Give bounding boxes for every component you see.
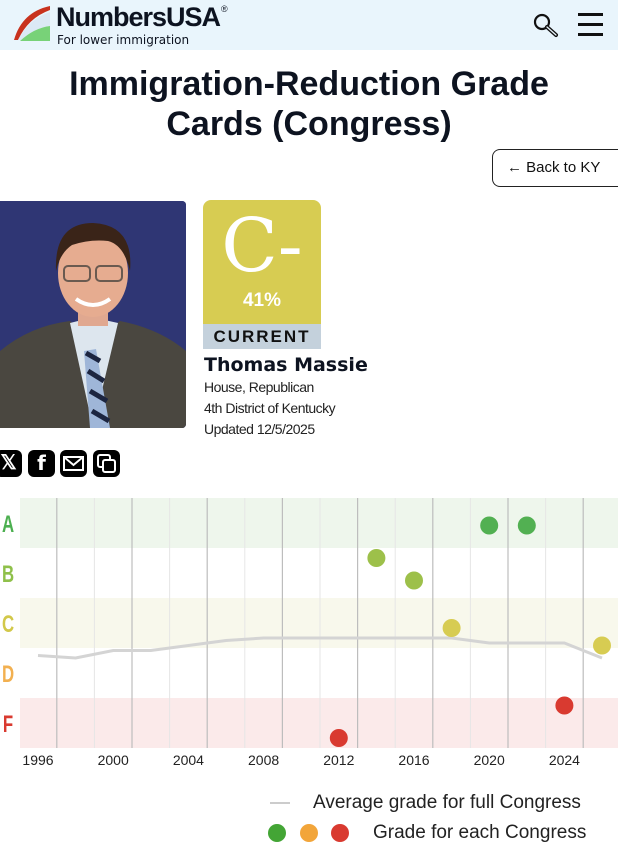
x-tick-label: 2000 <box>98 752 129 768</box>
legend-dot-green <box>268 824 286 842</box>
search-icon[interactable] <box>532 12 560 38</box>
hamburger-menu-icon[interactable] <box>578 13 603 37</box>
grade-point-2018 <box>442 619 461 637</box>
grade-point-2012 <box>329 729 348 747</box>
page-title: Immigration-Reduction Grade Cards (Congr… <box>69 65 549 143</box>
average-grade-line <box>37 636 603 660</box>
registered-mark: ® <box>221 4 228 14</box>
legend-average-line <box>270 802 290 804</box>
brand-row: NumbersUSA® <box>56 2 228 37</box>
representative-photo <box>0 201 186 428</box>
x-icon[interactable]: 𝕏 <box>0 450 22 477</box>
logo-swoosh-icon <box>14 6 50 41</box>
brand-name: NumbersUSA <box>56 2 221 32</box>
grade-point-2020 <box>480 516 499 535</box>
copy-icon[interactable] <box>93 450 120 477</box>
x-tick-label: 2016 <box>398 752 429 768</box>
grade-card: C- 41% <box>203 200 321 324</box>
representative-name: Thomas Massie <box>204 354 368 376</box>
grade-point-2026 <box>593 636 611 655</box>
x-tick-label: 2024 <box>549 752 580 768</box>
grade-axis-label: F <box>3 711 13 738</box>
grade-percent: 41% <box>242 290 282 311</box>
grade-axis-label: A <box>2 511 14 538</box>
band-c <box>20 598 618 648</box>
x-tick-label: 2012 <box>323 752 354 768</box>
back-to-ky-button[interactable]: ← Back to KY <box>492 149 618 187</box>
district: 4th District of Kentucky <box>204 400 336 416</box>
grade-point-2022 <box>517 516 536 535</box>
band-d <box>20 648 618 698</box>
x-tick-label: 2008 <box>248 752 279 768</box>
tagline: For lower immigration <box>57 33 190 47</box>
legend-grade-label: Grade for each Congress <box>373 822 587 843</box>
site-header: NumbersUSA® For lower immigration <box>0 0 618 50</box>
email-icon[interactable] <box>60 450 87 477</box>
x-tick-label: 2004 <box>173 752 204 768</box>
x-tick-label: 2020 <box>474 752 505 768</box>
grade-point-2016 <box>405 571 423 590</box>
x-tick-label: 1996 <box>22 752 53 768</box>
legend-dot-red <box>331 824 349 842</box>
grade-axis-label: B <box>2 561 14 588</box>
legend-dot-orange <box>300 824 318 842</box>
band-f <box>20 698 618 748</box>
facebook-icon[interactable]: f <box>28 450 55 477</box>
grade-axis-label: D <box>2 661 14 688</box>
grade-point-2014 <box>367 549 386 567</box>
chart-legend: Average grade for full Congress Grade fo… <box>0 790 618 850</box>
grade-letter: C- <box>221 206 303 286</box>
grade-point-2024 <box>555 696 574 715</box>
updated-date: Updated 12/5/2025 <box>204 421 315 437</box>
current-label: CURRENT <box>203 324 321 349</box>
legend-average-label: Average grade for full Congress <box>313 792 581 813</box>
numbersusa-logo[interactable]: NumbersUSA® For lower immigration <box>12 2 252 47</box>
grade-axis-label: C <box>2 611 14 638</box>
band-b <box>20 548 618 598</box>
chamber-party: House, Republican <box>204 379 314 395</box>
